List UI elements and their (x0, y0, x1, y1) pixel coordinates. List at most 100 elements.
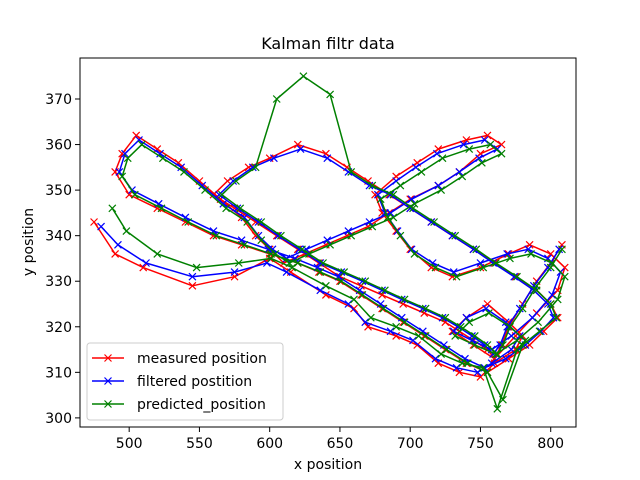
data-point (319, 259, 328, 267)
data-point (153, 249, 162, 258)
data-point (184, 218, 193, 226)
data-point (432, 149, 441, 158)
data-point (410, 199, 419, 208)
data-point (361, 318, 370, 327)
data-point (448, 327, 457, 336)
data-point (463, 359, 472, 368)
data-point (479, 263, 488, 272)
data-point (240, 240, 249, 249)
data-point (483, 368, 492, 377)
legend-entry: predicted_position (92, 397, 266, 413)
data-point (491, 259, 500, 267)
data-point (156, 149, 165, 158)
data-point (355, 286, 364, 295)
data-point (521, 336, 530, 345)
data-point (482, 304, 490, 313)
data-point (513, 336, 521, 345)
data-point (142, 259, 150, 267)
data-point (397, 313, 406, 322)
data-point (386, 208, 395, 217)
data-point (215, 190, 224, 199)
data-point (90, 218, 98, 226)
plot-area (90, 72, 569, 413)
data-point (499, 341, 507, 349)
data-point (493, 404, 502, 413)
data-point (272, 95, 281, 103)
data-point (546, 263, 555, 272)
data-point (358, 290, 367, 299)
data-point (157, 204, 166, 213)
data-point (198, 181, 207, 190)
data-point (234, 259, 243, 267)
data-point (296, 145, 305, 154)
data-point (392, 322, 401, 331)
data-point (243, 218, 252, 226)
data-point (254, 218, 263, 226)
data-point (130, 190, 139, 199)
legend-label: predicted_position (137, 397, 266, 413)
data-point (365, 218, 374, 226)
legend-label: filtered postition (137, 374, 252, 390)
data-point (451, 331, 460, 340)
data-point (548, 259, 557, 267)
data-point (409, 204, 417, 213)
data-point (442, 345, 451, 354)
data-point (396, 231, 405, 240)
data-point (407, 195, 416, 204)
data-point (347, 167, 356, 176)
legend-entry: measured position (92, 351, 267, 367)
data-point (192, 263, 201, 272)
data-point (480, 136, 489, 144)
data-point (421, 304, 430, 313)
y-tick-label: 310 (45, 365, 72, 381)
data-point (499, 395, 507, 404)
data-point (452, 272, 461, 281)
data-point (510, 272, 519, 281)
y-axis: 300 310 320 330 340 350 360 370 (45, 92, 80, 427)
x-tick-label: 600 (256, 436, 283, 452)
data-point (115, 167, 124, 176)
legend-box (86, 342, 284, 421)
data-point (434, 181, 443, 190)
chart-title: Kalman filtr data (261, 34, 395, 53)
data-point (277, 231, 285, 240)
data-point (396, 181, 405, 190)
data-point (392, 331, 401, 340)
data-point (455, 167, 464, 176)
data-point (529, 281, 538, 290)
data-point (484, 309, 493, 318)
data-point (400, 295, 409, 304)
data-point (486, 140, 495, 149)
data-point (458, 359, 467, 368)
data-point (236, 204, 245, 213)
y-axis-label: y position (21, 208, 37, 276)
data-point (525, 240, 534, 249)
data-point (257, 236, 266, 245)
data-point (468, 331, 476, 340)
data-point (366, 313, 375, 322)
data-point (546, 249, 555, 258)
data-point (219, 199, 228, 208)
data-point (326, 90, 335, 99)
data-point (137, 140, 146, 149)
data-point (504, 354, 513, 363)
data-point (251, 231, 260, 240)
data-point (518, 304, 527, 313)
data-point (490, 354, 499, 363)
data-point (483, 341, 492, 349)
data-point (452, 363, 461, 372)
data-point (535, 327, 544, 336)
data-point (240, 213, 249, 222)
data-point (532, 281, 541, 290)
data-point (293, 140, 302, 149)
data-point (493, 350, 502, 359)
data-point (257, 218, 266, 226)
data-point (321, 281, 330, 290)
data-point (111, 249, 120, 258)
data-point (483, 131, 492, 140)
data-point (553, 295, 562, 304)
data-point (455, 368, 464, 377)
data-point (427, 218, 436, 226)
data-point (180, 167, 188, 176)
y-tick-label: 320 (45, 320, 72, 336)
